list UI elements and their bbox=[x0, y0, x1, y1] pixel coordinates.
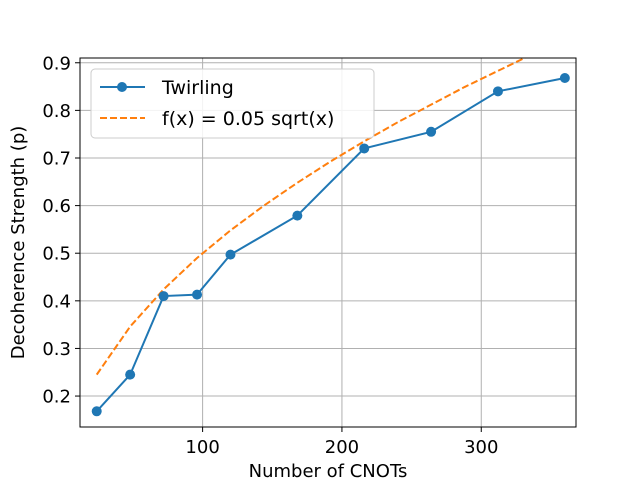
twirling-data-point bbox=[158, 291, 169, 302]
y-tick-label: 0.4 bbox=[42, 291, 71, 312]
x-tick-label: 300 bbox=[464, 437, 498, 458]
plot-frame bbox=[79, 57, 577, 428]
y-tick-label: 0.3 bbox=[42, 339, 71, 360]
twirling-data-point bbox=[359, 143, 370, 154]
x-axis-label: Number of CNOTs bbox=[249, 461, 408, 480]
legend-fit-label: f(x) = 0.05 sqrt(x) bbox=[162, 108, 334, 130]
legend-twirling-marker bbox=[117, 82, 127, 92]
y-tick-label: 0.7 bbox=[42, 148, 71, 169]
legend-twirling-label: Twirling bbox=[161, 77, 234, 99]
y-axis: 0.2 0.3 0.4 0.5 0.6 0.7 0.8 0.9 bbox=[42, 53, 80, 408]
fit-curve-line bbox=[95, 58, 527, 376]
y-axis-label: Decoherence Strength (p) bbox=[8, 126, 29, 360]
twirling-data-point bbox=[225, 249, 236, 260]
twirling-data-point bbox=[192, 289, 203, 300]
legend-box bbox=[90, 68, 375, 139]
y-tick-label: 0.2 bbox=[42, 387, 71, 408]
series-lines bbox=[91, 58, 570, 417]
twirling-data-point bbox=[125, 369, 136, 380]
twirling-series-line bbox=[95, 77, 566, 412]
twirling-data-point bbox=[559, 72, 570, 83]
x-tick-label: 100 bbox=[185, 437, 219, 458]
y-tick-label: 0.6 bbox=[42, 196, 71, 217]
y-tick-label: 0.9 bbox=[42, 53, 71, 74]
legend: Twirling f(x) = 0.05 sqrt(x) bbox=[90, 68, 375, 139]
twirling-data-point bbox=[292, 210, 303, 221]
y-tick-label: 0.5 bbox=[42, 244, 71, 265]
x-tick-label: 200 bbox=[325, 437, 359, 458]
x-axis: 100 200 300 bbox=[185, 427, 498, 458]
y-tick-label: 0.8 bbox=[42, 101, 71, 122]
twirling-data-point bbox=[426, 126, 437, 137]
twirling-data-point bbox=[492, 86, 503, 97]
twirling-data-point bbox=[91, 406, 102, 417]
